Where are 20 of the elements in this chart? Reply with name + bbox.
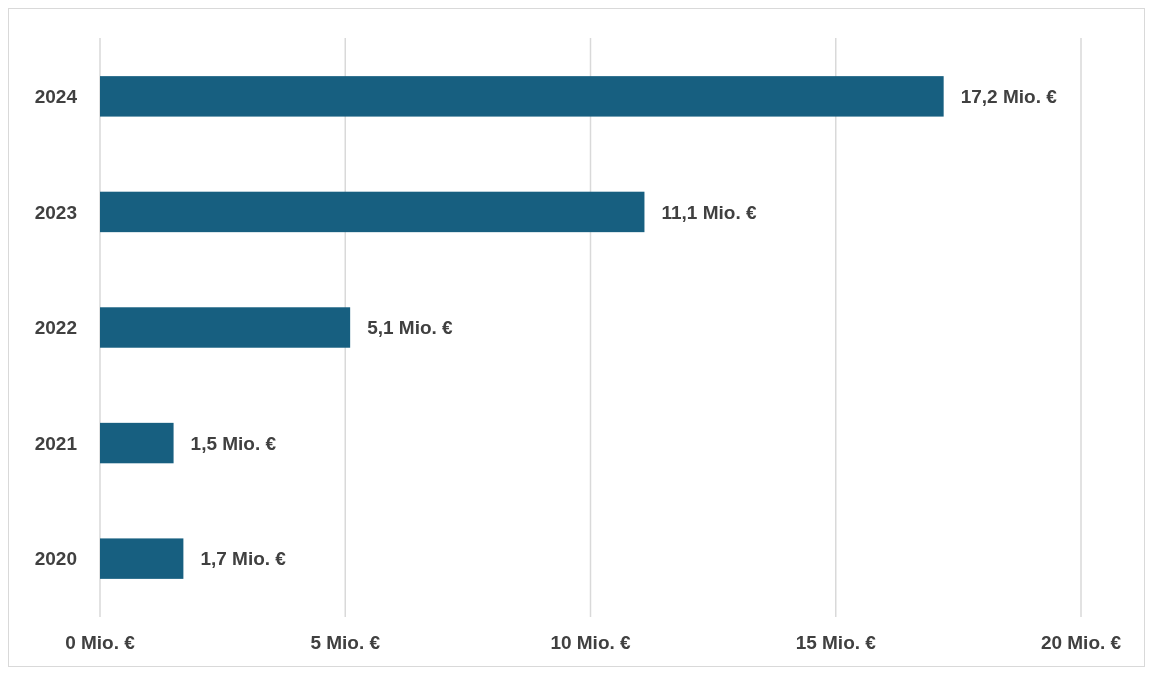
data-label: 1,5 Mio. € bbox=[190, 432, 277, 454]
y-tick-label: 2022 bbox=[34, 317, 77, 339]
bar bbox=[100, 538, 184, 579]
data-label: 1,7 Mio. € bbox=[200, 548, 287, 570]
bar bbox=[100, 76, 944, 117]
y-tick-label: 2021 bbox=[34, 432, 78, 454]
bar bbox=[100, 307, 351, 348]
x-tick-label: 0 Mio. € bbox=[65, 632, 136, 653]
y-tick-label: 2020 bbox=[34, 548, 77, 570]
x-tick-label: 10 Mio. € bbox=[550, 632, 632, 653]
x-tick-label: 15 Mio. € bbox=[795, 632, 877, 653]
data-label: 5,1 Mio. € bbox=[367, 317, 454, 339]
y-tick-label: 2023 bbox=[34, 201, 77, 223]
x-tick-label: 20 Mio. € bbox=[1040, 632, 1122, 653]
bar bbox=[100, 422, 174, 464]
data-label: 17,2 Mio. € bbox=[960, 86, 1058, 108]
x-tick-label: 5 Mio. € bbox=[310, 632, 381, 653]
bar bbox=[100, 191, 645, 233]
y-tick-label: 2024 bbox=[34, 86, 78, 108]
data-label: 11,1 Mio. € bbox=[661, 201, 757, 223]
